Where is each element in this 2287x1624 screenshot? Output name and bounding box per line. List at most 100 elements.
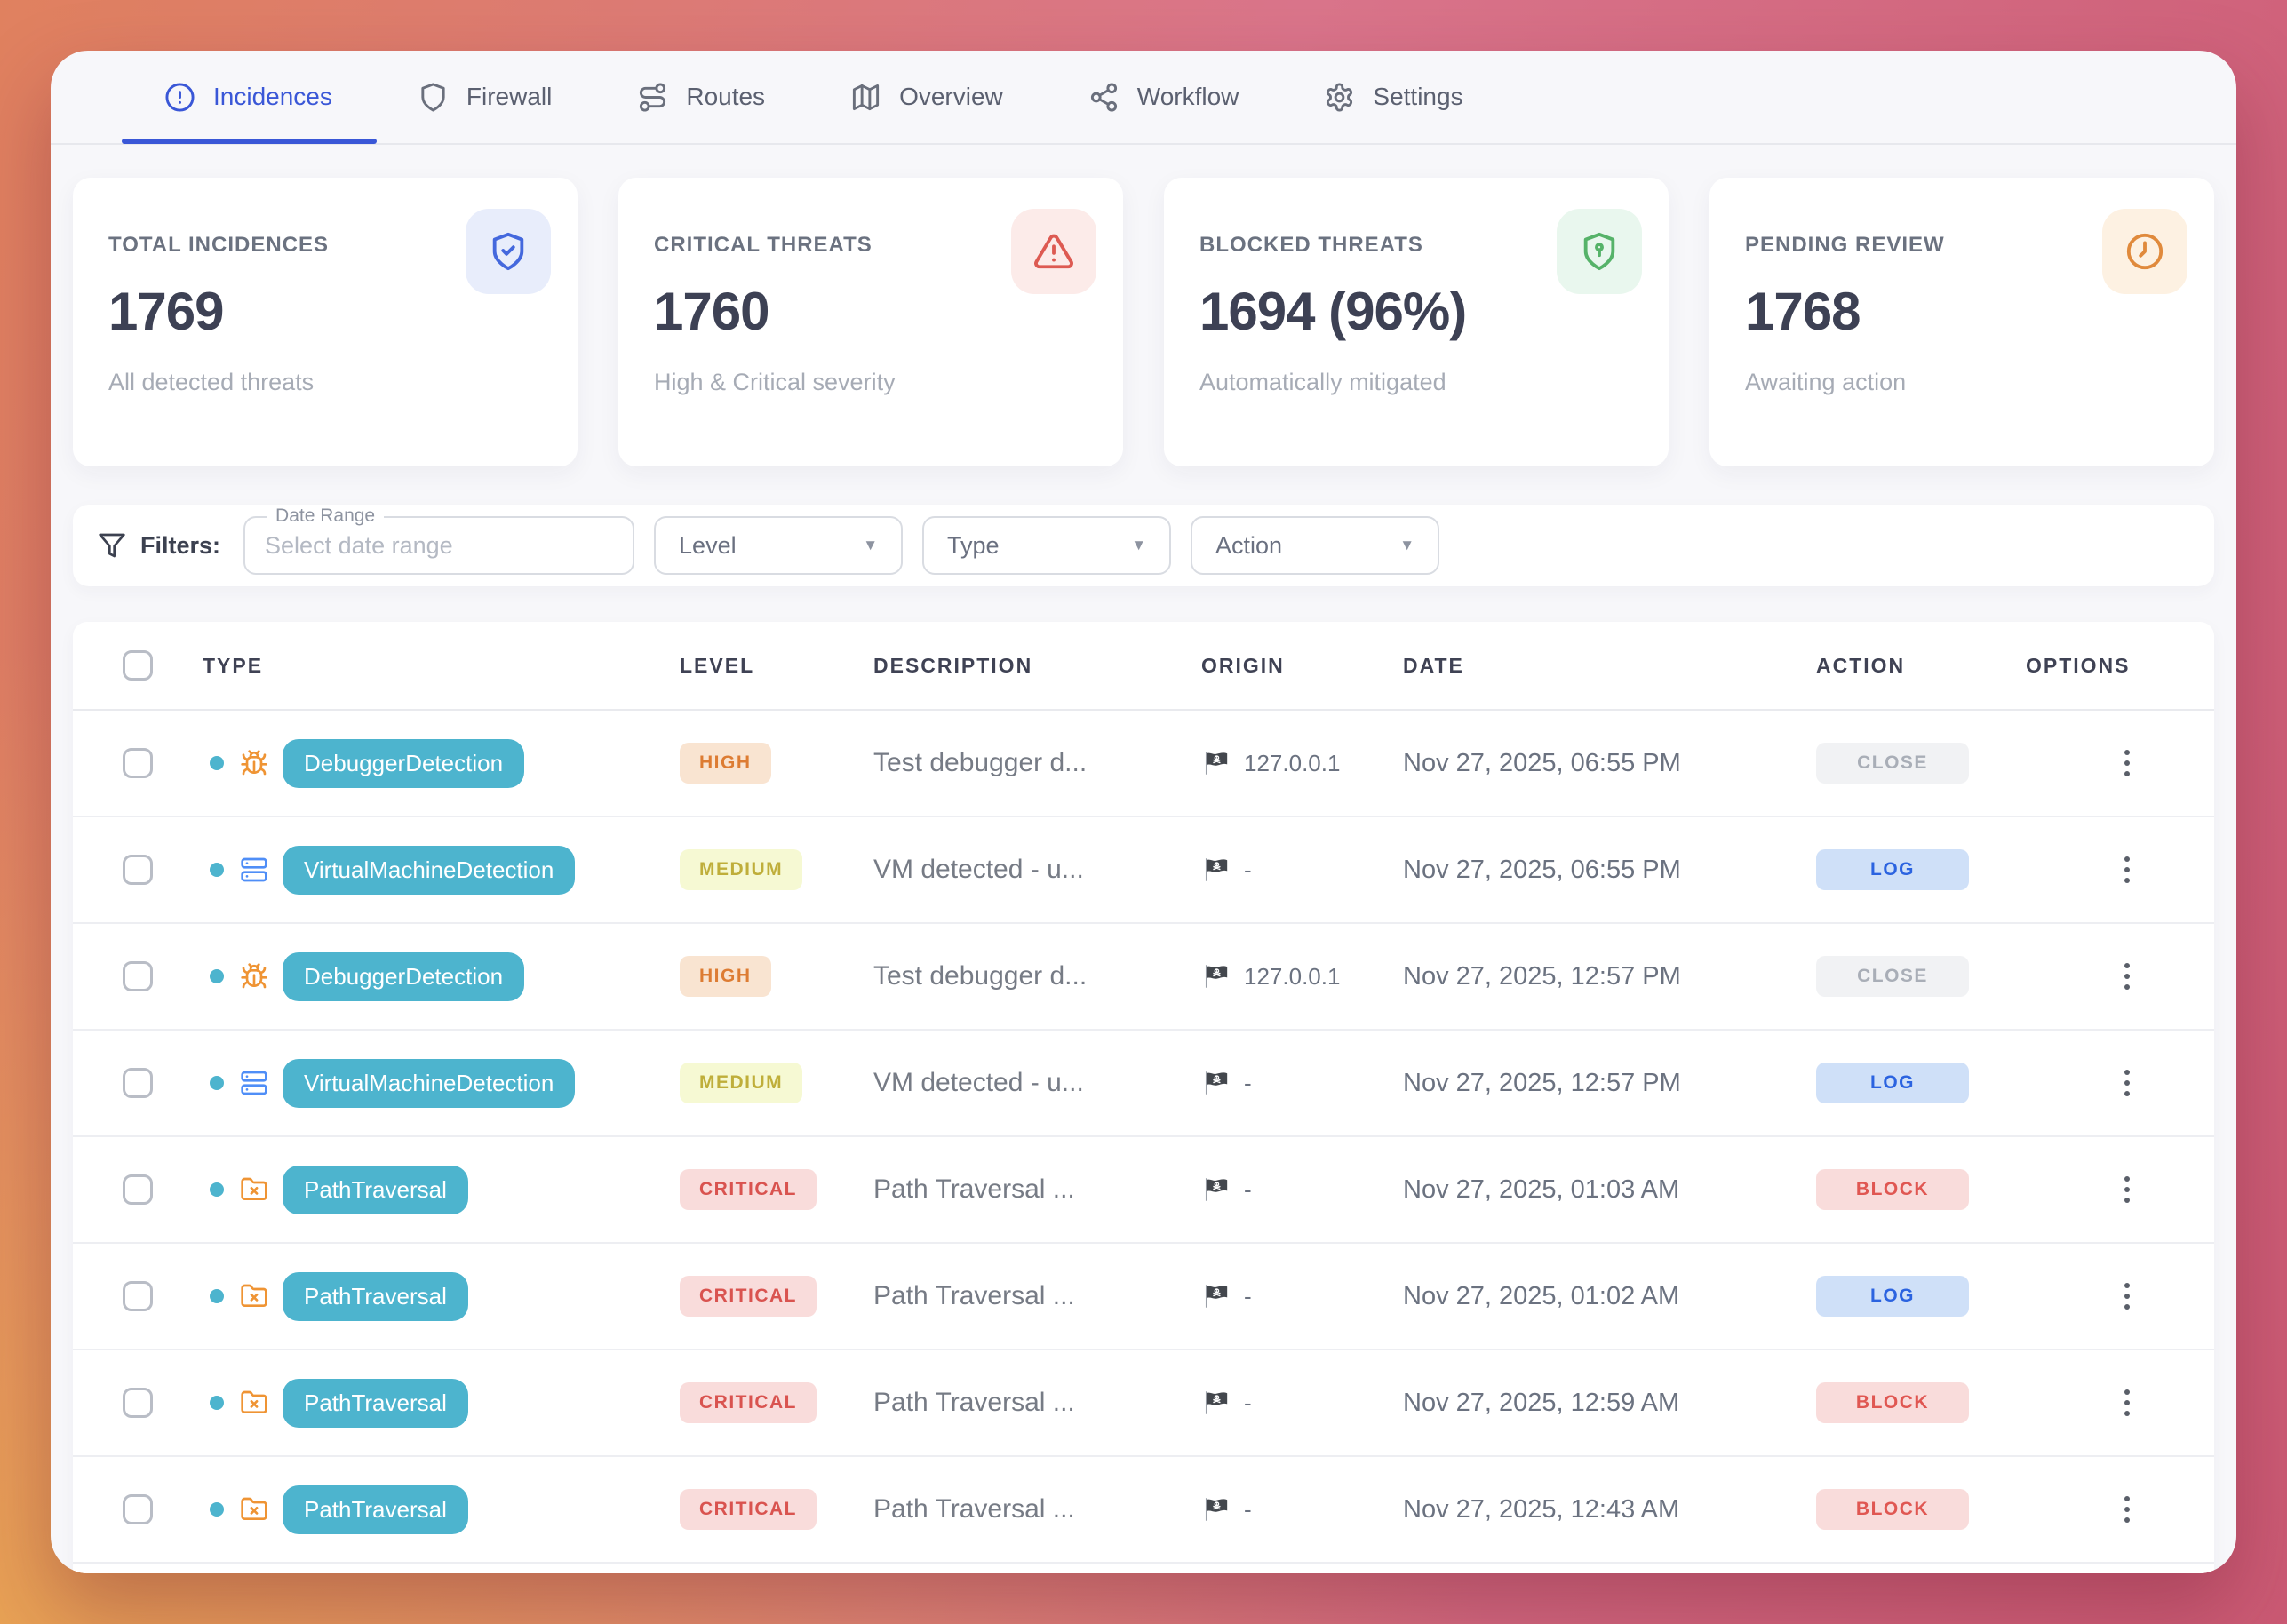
stat-label: CRITICAL THREATS — [654, 233, 873, 257]
stat-value: 1769 — [108, 282, 224, 341]
row-checkbox[interactable] — [123, 1068, 153, 1098]
level-badge: HIGH — [680, 956, 771, 997]
type-badge[interactable]: PathTraversal — [283, 1485, 468, 1534]
origin-text: - — [1244, 1175, 1252, 1203]
table-row: PathTraversal CRITICAL Path Traversal ..… — [73, 1137, 2214, 1244]
kebab-menu-icon[interactable] — [2109, 1384, 2145, 1421]
column-header-date: DATE — [1403, 653, 1464, 677]
filters-heading: Filters: — [140, 531, 221, 559]
action-button[interactable]: CLOSE — [1816, 956, 1969, 997]
filter-bar: Filters: Date Range Level ▼ Type ▼ Actio… — [73, 505, 2214, 586]
tab-settings[interactable]: Settings — [1324, 82, 1463, 113]
shield-icon — [421, 82, 445, 112]
row-checkbox[interactable] — [123, 855, 153, 885]
kebab-menu-icon[interactable] — [2109, 1278, 2145, 1315]
action-button[interactable]: LOG — [1816, 1063, 1969, 1103]
origin-text: - — [1244, 1389, 1252, 1416]
date-range-legend: Date Range — [267, 506, 385, 527]
incidents-table: TYPE LEVEL DESCRIPTION ORIGIN DATE ACTIO… — [73, 622, 2214, 1573]
map-icon — [852, 84, 880, 110]
type-dropdown[interactable]: Type ▼ — [922, 516, 1172, 575]
row-checkbox[interactable] — [123, 1174, 153, 1205]
workflow-icon — [1090, 82, 1117, 112]
column-header-level: LEVEL — [680, 653, 755, 677]
tab-overview[interactable]: Overview — [850, 82, 1003, 113]
row-checkbox[interactable] — [123, 1281, 153, 1311]
description-text: VM detected - u... — [873, 855, 1084, 884]
pirate-flag-icon — [1205, 965, 1228, 988]
type-badge[interactable]: DebuggerDetection — [283, 738, 525, 788]
unread-dot-icon — [210, 1289, 224, 1303]
type-badge[interactable]: PathTraversal — [283, 1271, 468, 1321]
action-button[interactable]: CLOSE — [1816, 743, 1969, 784]
type-badge[interactable]: PathTraversal — [283, 1378, 468, 1428]
level-dropdown[interactable]: Level ▼ — [654, 516, 904, 575]
action-button[interactable]: BLOCK — [1816, 1169, 1969, 1210]
tab-label: Overview — [899, 83, 1003, 110]
tab-routes[interactable]: Routes — [637, 82, 765, 113]
select-all-checkbox[interactable] — [123, 650, 153, 681]
row-checkbox[interactable] — [123, 1494, 153, 1524]
kebab-menu-icon[interactable] — [2109, 1064, 2145, 1102]
stat-card-critical-threats: CRITICAL THREATS 1760 High & Critical se… — [618, 178, 1123, 466]
stat-card-blocked-threats: BLOCKED THREATS 1694 (96%) Automatically… — [1164, 178, 1669, 466]
tab-label: Firewall — [466, 83, 553, 110]
tab-workflow[interactable]: Workflow — [1088, 82, 1239, 113]
active-tab-indicator — [122, 139, 377, 144]
table-row: DebuggerDetection HIGH Test debugger d..… — [73, 924, 2214, 1031]
kebab-menu-icon[interactable] — [2109, 744, 2145, 782]
kebab-menu-icon[interactable] — [2109, 958, 2145, 995]
tab-incidences[interactable]: Incidences — [164, 82, 332, 113]
funnel-icon — [99, 533, 125, 558]
stat-subtext: Automatically mitigated — [1199, 369, 1446, 395]
chevron-down-icon: ▼ — [1131, 537, 1147, 553]
type-badge[interactable]: VirtualMachineDetection — [283, 845, 576, 895]
date-range-field[interactable]: Date Range — [243, 506, 635, 575]
tab-firewall[interactable]: Firewall — [418, 82, 552, 113]
level-badge: MEDIUM — [680, 1063, 803, 1103]
stat-cards: TOTAL INCIDENCES 1769 All detected threa… — [51, 145, 2236, 466]
date-text: Nov 27, 2025, 12:43 AM — [1403, 1494, 1680, 1524]
pirate-flag-icon — [1205, 1391, 1228, 1414]
date-text: Nov 27, 2025, 01:02 AM — [1403, 1281, 1680, 1310]
origin-text: 127.0.0.1 — [1244, 962, 1341, 990]
row-checkbox[interactable] — [123, 748, 153, 778]
date-text: Nov 27, 2025, 06:55 PM — [1403, 748, 1681, 777]
action-button[interactable]: BLOCK — [1816, 1489, 1969, 1530]
type-badge[interactable]: PathTraversal — [283, 1165, 468, 1214]
level-badge: CRITICAL — [680, 1276, 817, 1317]
stat-subtext: All detected threats — [108, 369, 315, 395]
unread-dot-icon — [210, 1502, 224, 1517]
pirate-flag-icon — [1205, 1071, 1228, 1095]
type-badge[interactable]: DebuggerDetection — [283, 951, 525, 1001]
origin-text: - — [1244, 1069, 1252, 1096]
table-row: VirtualMachineDetection MEDIUM VM detect… — [73, 1031, 2214, 1137]
unread-dot-icon — [210, 1076, 224, 1090]
gear-icon — [1327, 82, 1353, 112]
origin-text: - — [1244, 856, 1252, 883]
stat-value: 1760 — [654, 282, 769, 341]
bug-icon — [240, 749, 268, 777]
action-button[interactable]: LOG — [1816, 1276, 1969, 1317]
level-dropdown-label: Level — [679, 531, 737, 559]
stat-value: 1694 (96%) — [1199, 282, 1467, 341]
chevron-down-icon: ▼ — [863, 537, 879, 553]
action-dropdown[interactable]: Action ▼ — [1191, 516, 1440, 575]
action-button[interactable]: BLOCK — [1816, 1382, 1969, 1423]
stat-subtext: High & Critical severity — [654, 369, 896, 395]
kebab-menu-icon[interactable] — [2109, 851, 2145, 888]
description-text: Path Traversal ... — [873, 1388, 1075, 1417]
pirate-flag-icon — [1205, 752, 1228, 775]
table-row: PathTraversal CRITICAL Path Traversal ..… — [73, 1457, 2214, 1564]
action-button[interactable]: LOG — [1816, 849, 1969, 890]
type-badge[interactable]: VirtualMachineDetection — [283, 1058, 576, 1108]
table-row: PathTraversal CRITICAL Path Traversal ..… — [73, 1350, 2214, 1457]
date-range-input[interactable] — [265, 531, 614, 560]
row-checkbox[interactable] — [123, 1388, 153, 1418]
pirate-flag-icon — [1205, 1498, 1228, 1521]
server-icon — [240, 856, 268, 884]
unread-dot-icon — [210, 1182, 224, 1197]
row-checkbox[interactable] — [123, 961, 153, 991]
kebab-menu-icon[interactable] — [2109, 1491, 2145, 1528]
kebab-menu-icon[interactable] — [2109, 1171, 2145, 1208]
